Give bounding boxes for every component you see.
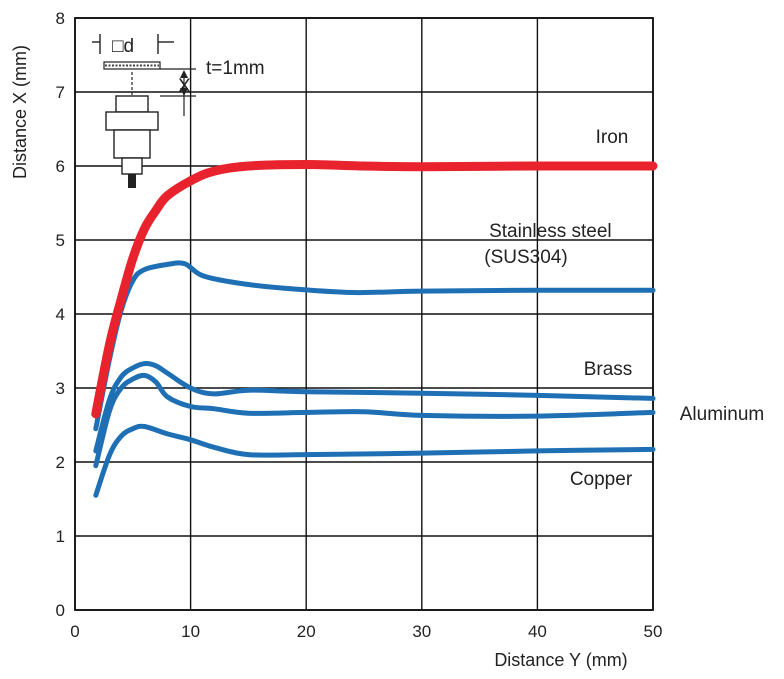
series-line-copper bbox=[93, 423, 656, 498]
series-line-iron bbox=[91, 160, 658, 419]
x-tick-label: 20 bbox=[297, 622, 316, 641]
label-stainless-line1: Stainless steel bbox=[489, 221, 612, 242]
grid bbox=[74, 17, 654, 611]
y-tick-label: 0 bbox=[56, 601, 65, 620]
inset-sensor-nut bbox=[105, 111, 159, 131]
label-copper: Copper bbox=[570, 469, 633, 490]
inset-d-label: □d bbox=[112, 36, 134, 57]
inset-arrow-down bbox=[180, 88, 188, 96]
x-tick-label: 50 bbox=[644, 622, 663, 641]
series-line-aluminum bbox=[93, 372, 656, 469]
x-tick-label: 10 bbox=[181, 622, 200, 641]
x-tick-label: 40 bbox=[528, 622, 547, 641]
plot-frame bbox=[74, 17, 654, 611]
x-axis-title: Distance Y (mm) bbox=[494, 650, 627, 670]
y-tick-label: 7 bbox=[56, 83, 65, 102]
y-tick-label: 6 bbox=[56, 157, 65, 176]
inset-x-label: X bbox=[178, 76, 191, 97]
y-tick-label: 5 bbox=[56, 231, 65, 250]
sensor-inset-diagram: □d t=1mm X bbox=[92, 34, 265, 188]
y-tick-label: 3 bbox=[56, 379, 65, 398]
tick-labels: 0 10 20 30 40 50 0 1 2 3 4 5 6 7 8 bbox=[56, 9, 663, 641]
series-line-brass bbox=[93, 361, 656, 454]
y-tick-label: 4 bbox=[56, 305, 65, 324]
inset-target-plate bbox=[103, 61, 161, 70]
label-iron: Iron bbox=[596, 127, 629, 148]
label-stainless-steel: Stainless steel (SUS304) bbox=[484, 221, 617, 268]
series-labels: Iron Stainless steel (SUS304) Brass Alum… bbox=[484, 127, 764, 490]
label-aluminum: Aluminum bbox=[680, 404, 764, 425]
x-tick-label: 30 bbox=[412, 622, 431, 641]
y-axis-title: Distance X (mm) bbox=[10, 45, 30, 179]
label-stainless-line2: (SUS304) bbox=[484, 247, 567, 268]
y-tick-label: 2 bbox=[56, 453, 65, 472]
inset-sensor-body bbox=[113, 129, 151, 159]
inset-t-label: t=1mm bbox=[206, 58, 265, 79]
inset-sensor-cable bbox=[128, 174, 136, 188]
y-tick-label: 1 bbox=[56, 527, 65, 546]
y-tick-label: 8 bbox=[56, 9, 65, 28]
series-lines bbox=[91, 160, 658, 498]
label-brass: Brass bbox=[584, 359, 633, 380]
inset-sensor-head bbox=[115, 95, 149, 113]
inset-sensor-tail bbox=[121, 157, 143, 175]
x-tick-label: 0 bbox=[70, 622, 79, 641]
inset-arrow-up bbox=[180, 70, 188, 78]
